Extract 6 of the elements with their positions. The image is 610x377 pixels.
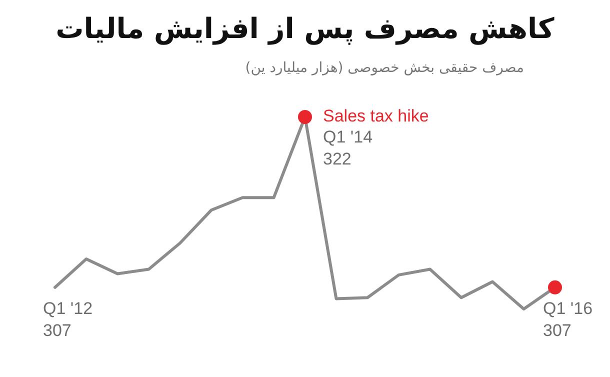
chart-title: کاهش مصرف پس از افزایش مالیات: [54, 12, 556, 45]
data-label: Q1 '16 307: [543, 299, 593, 340]
data-label: Q1 '12 307: [43, 299, 93, 340]
chart-subtitle: مصرف حقیقی بخش خصوصی (هزار میلیارد ین): [245, 60, 524, 76]
data-label: Q1 '14 322: [323, 128, 373, 169]
annotation: Sales tax hike: [323, 106, 429, 126]
